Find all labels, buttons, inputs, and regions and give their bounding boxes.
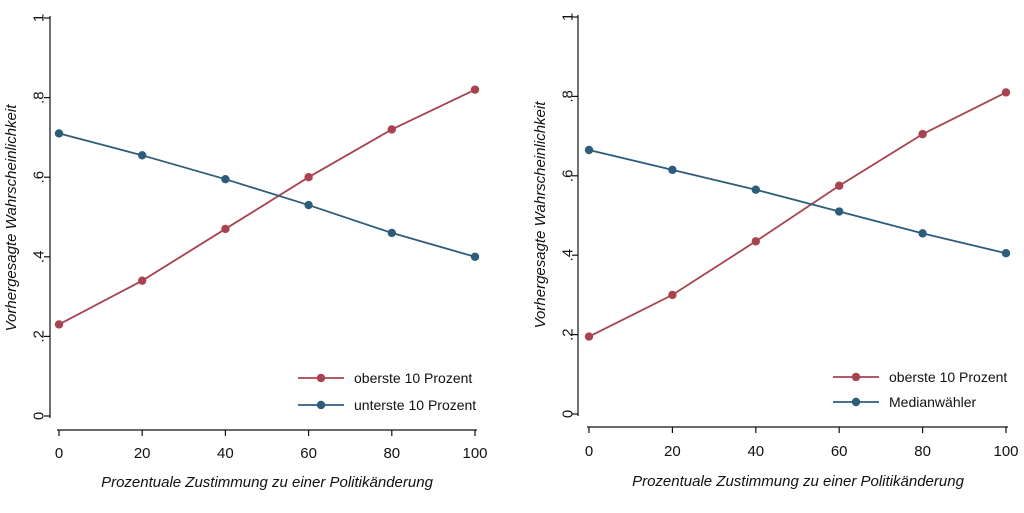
- x-tick-label: 40: [747, 443, 764, 460]
- data-point: [751, 185, 760, 194]
- y-tick-label: .6: [31, 171, 48, 184]
- y-tick-label: .6: [560, 170, 577, 183]
- data-point: [138, 276, 147, 285]
- data-point: [584, 332, 594, 341]
- data-point: [470, 85, 480, 94]
- x-tick-label: 80: [914, 443, 931, 460]
- series-line-2: [588, 149, 1007, 255]
- y-tick-label: .2: [560, 328, 577, 341]
- chart-left: 0 .2 .4 .6 .8 1 0 20 40 60 80 100 Prozentuale Zustim…: [3, 14, 488, 491]
- series-line-1: [58, 88, 476, 326]
- legend-swatch-marker: [316, 373, 326, 383]
- x-axis-title: Prozentuale Zustimmung zu einer Politikä…: [101, 474, 434, 491]
- y-tick-label: 0: [31, 412, 48, 420]
- y-tick-label: 0: [560, 410, 577, 418]
- data-point: [1001, 88, 1011, 97]
- x-tick-label: 0: [55, 445, 63, 462]
- x-axis-title: Prozentuale Zustimmung zu einer Politikä…: [632, 473, 965, 490]
- data-point: [221, 174, 230, 184]
- data-point: [668, 165, 677, 175]
- data-point: [54, 129, 64, 138]
- legend-label: oberste 10 Prozent: [354, 370, 472, 386]
- data-point: [221, 224, 230, 234]
- data-point: [304, 173, 313, 182]
- data-point: [54, 320, 64, 329]
- legend-label: oberste 10 Prozent: [889, 369, 1007, 385]
- x-tick-label: 100: [462, 445, 487, 462]
- y-tick-label: .8: [560, 90, 577, 103]
- legend-swatch-marker: [851, 372, 861, 382]
- data-point: [584, 145, 594, 155]
- data-point: [387, 125, 396, 134]
- data-point: [918, 129, 927, 139]
- data-point: [668, 290, 677, 300]
- legend-swatch-marker: [851, 397, 861, 407]
- x-tick-label: 60: [300, 445, 317, 462]
- series-line-1: [588, 91, 1007, 338]
- data-point: [470, 252, 480, 261]
- y-tick-label: .4: [31, 251, 48, 264]
- legend-swatch-marker: [316, 400, 326, 410]
- data-point: [918, 229, 927, 238]
- y-tick-label: 1: [31, 14, 48, 22]
- y-tick-label: .4: [560, 249, 577, 262]
- chart-right: 0 .2 .4 .6 .8 1 0 20 40 60 80 100 Prozentuale Zustim…: [532, 13, 1019, 490]
- x-tick-label: 20: [134, 445, 151, 462]
- x-tick-label: 80: [383, 445, 400, 462]
- data-point: [835, 207, 844, 216]
- x-tick-label: 60: [831, 443, 848, 460]
- data-point: [387, 228, 396, 238]
- x-tick-label: 20: [664, 443, 681, 460]
- legend-label: unterste 10 Prozent: [354, 397, 476, 413]
- data-point: [304, 200, 313, 210]
- chart-panel-left: 0 .2 .4 .6 .8 1 0 20 40 60 80 100 Prozentuale Zustim…: [3, 14, 488, 491]
- data-point: [751, 237, 760, 246]
- y-tick-label: 1: [560, 13, 577, 21]
- y-tick-label: .8: [31, 91, 48, 104]
- data-point: [138, 151, 147, 160]
- legend-label: Medianwähler: [889, 394, 976, 410]
- y-axis-title: Vorhergesagte Wahrscheinlichkeit: [532, 101, 549, 329]
- x-tick-label: 100: [993, 443, 1018, 460]
- data-point: [1001, 249, 1011, 258]
- chart-panel-right: 0 .2 .4 .6 .8 1 0 20 40 60 80 100 Prozentuale Zustim…: [512, 0, 1024, 513]
- x-tick-label: 0: [585, 443, 593, 460]
- y-tick-label: .2: [31, 330, 48, 343]
- series-line-2: [58, 132, 476, 258]
- y-axis-title: Vorhergesagte Wahrscheinlichkeit: [3, 104, 20, 332]
- x-tick-label: 40: [217, 445, 234, 462]
- data-point: [835, 181, 844, 190]
